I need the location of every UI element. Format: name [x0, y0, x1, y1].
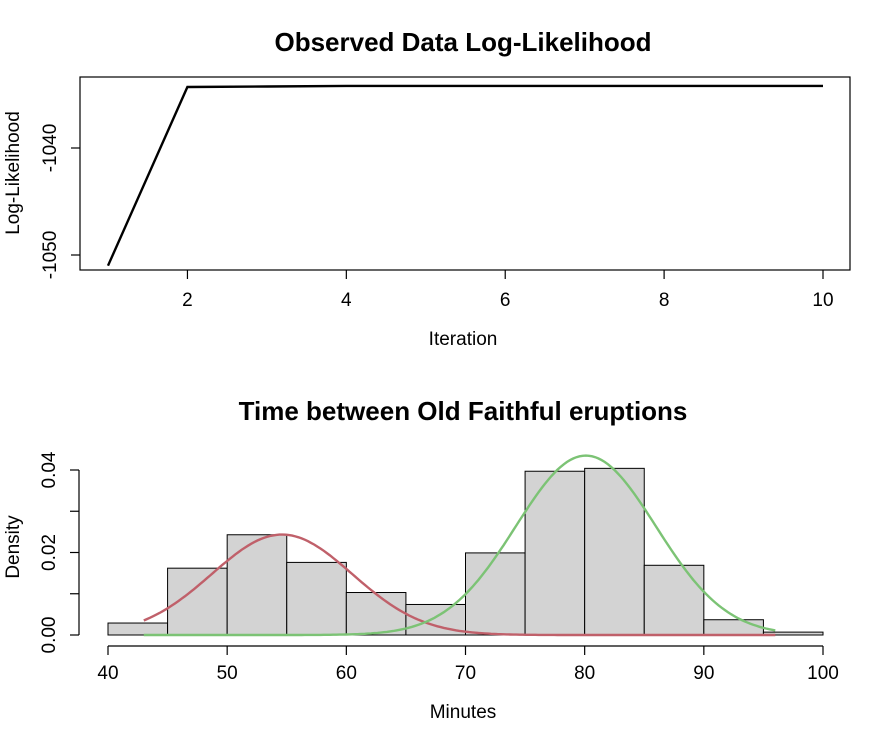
histogram-x-tick-label: 60	[336, 663, 357, 684]
histogram-x-tick-label: 80	[574, 663, 595, 684]
histogram-y-axis: 0.00 0.02 0.04	[39, 451, 80, 654]
loglik-x-tick-label: 10	[812, 290, 833, 311]
mixture-component-curves	[143, 454, 776, 637]
loglik-y-axis-label: Log-Likelihood	[3, 111, 24, 235]
loglik-x-tick-label: 4	[341, 290, 352, 311]
loglik-series	[106, 84, 823, 267]
histogram-bar	[762, 631, 824, 636]
histogram-x-tick-label: 90	[693, 663, 714, 684]
loglik-x-tick-label: 8	[659, 290, 670, 311]
histogram-x-tick-label: 70	[455, 663, 476, 684]
histogram-x-tick-label: 100	[807, 663, 839, 684]
histogram-bar	[703, 619, 764, 636]
loglik-x-tick-label: 6	[500, 290, 511, 311]
loglik-line	[106, 84, 823, 267]
loglik-y-axis: -1050 -1040	[40, 124, 80, 280]
histogram-bar	[524, 470, 586, 636]
histogram-bar	[643, 564, 705, 636]
loglik-y-tick-label: -1040	[40, 124, 61, 173]
histogram-bar	[286, 561, 347, 636]
histogram-bar	[345, 592, 407, 636]
mixture-component-1-curve	[143, 533, 776, 637]
histogram-x-axis-label: Minutes	[430, 702, 497, 723]
histogram-x-axis: 40 50 60 70 80 90 100	[97, 645, 839, 684]
histogram-bar	[107, 622, 169, 636]
loglik-y-tick-label: -1050	[40, 231, 61, 280]
histogram-bar	[465, 552, 526, 636]
histogram-y-tick-label: 0.04	[39, 451, 60, 488]
mixture-component-2-curve	[143, 454, 776, 637]
histogram-title: Time between Old Faithful eruptions	[239, 396, 688, 426]
loglik-x-axis: 2 4 6 8 10	[182, 270, 834, 311]
loglik-plot-frame	[79, 76, 851, 271]
loglik-x-axis-label: Iteration	[429, 329, 498, 350]
loglik-title: Observed Data Log-Likelihood	[274, 27, 651, 57]
histogram-x-tick-label: 50	[217, 663, 238, 684]
histogram-y-tick-label: 0.00	[39, 617, 60, 654]
histogram-bar	[226, 534, 288, 636]
histogram-y-axis-label: Density	[3, 515, 24, 579]
histogram-bar	[584, 467, 645, 636]
loglik-panel: Observed Data Log-Likelihood 2 4 6 8 10 -105…	[3, 27, 851, 350]
loglik-x-tick-label: 2	[182, 290, 193, 311]
histogram-panel: Time between Old Faithful eruptions 40 50…	[3, 396, 839, 723]
histogram-bars	[107, 467, 824, 636]
histogram-y-tick-label: 0.02	[39, 534, 60, 571]
histogram-x-tick-label: 40	[97, 663, 118, 684]
